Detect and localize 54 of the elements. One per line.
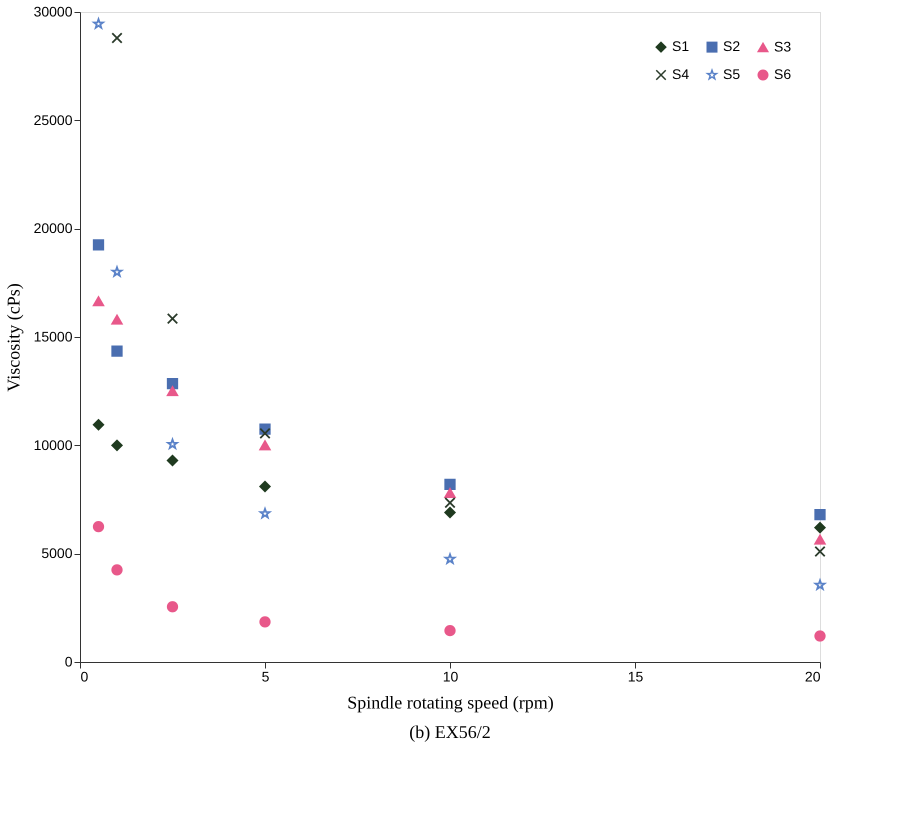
point xyxy=(166,312,178,324)
point xyxy=(814,509,826,520)
legend-label: S1 xyxy=(672,38,690,54)
x-tick-label: 10 xyxy=(442,668,458,684)
point xyxy=(444,553,456,564)
y-tick-label: 5000 xyxy=(41,545,73,562)
y-tick-label: 10000 xyxy=(34,436,73,453)
text: (b) EX56/2 xyxy=(409,722,491,742)
y-axis-title: Viscosity (cPs) xyxy=(4,283,24,392)
point xyxy=(92,239,104,251)
point xyxy=(814,579,826,590)
point xyxy=(166,386,178,396)
x-tick-label: 20 xyxy=(804,668,821,684)
point xyxy=(814,630,826,642)
point xyxy=(259,428,271,440)
point xyxy=(166,601,178,612)
point xyxy=(166,454,178,466)
point xyxy=(111,440,123,451)
point xyxy=(111,314,123,325)
legend-label: S5 xyxy=(723,66,740,82)
point xyxy=(92,520,104,532)
y-tick-label: 20000 xyxy=(34,220,73,236)
point xyxy=(444,506,456,518)
point xyxy=(93,18,104,29)
y-tick-label: 30000 xyxy=(34,4,73,20)
point xyxy=(814,546,826,558)
point xyxy=(444,497,456,508)
point xyxy=(259,480,271,492)
point xyxy=(111,32,123,44)
x-tick-label: 0 xyxy=(80,668,88,684)
legend-label: S2 xyxy=(723,38,740,54)
legend-label: S3 xyxy=(774,38,792,54)
legend-label: S4 xyxy=(672,66,690,82)
x-tick-label: 5 xyxy=(262,668,270,684)
point xyxy=(814,522,826,534)
point xyxy=(92,296,104,306)
point xyxy=(259,616,271,628)
point xyxy=(111,345,123,357)
point xyxy=(444,624,456,636)
point xyxy=(444,488,456,498)
legend-label: S6 xyxy=(774,66,792,82)
point xyxy=(112,266,122,277)
x-axis-title: Spindle rotating speed (rpm) xyxy=(347,692,554,712)
y-tick-label: 0 xyxy=(64,654,73,670)
point xyxy=(111,564,123,576)
y-tick-label: 25000 xyxy=(34,112,73,128)
point xyxy=(260,508,270,518)
point xyxy=(92,419,104,430)
y-tick-label: 15000 xyxy=(34,328,73,344)
point xyxy=(259,440,271,450)
point xyxy=(166,378,178,390)
point xyxy=(814,534,826,545)
x-tick-label: 15 xyxy=(628,668,644,684)
point xyxy=(444,478,456,490)
